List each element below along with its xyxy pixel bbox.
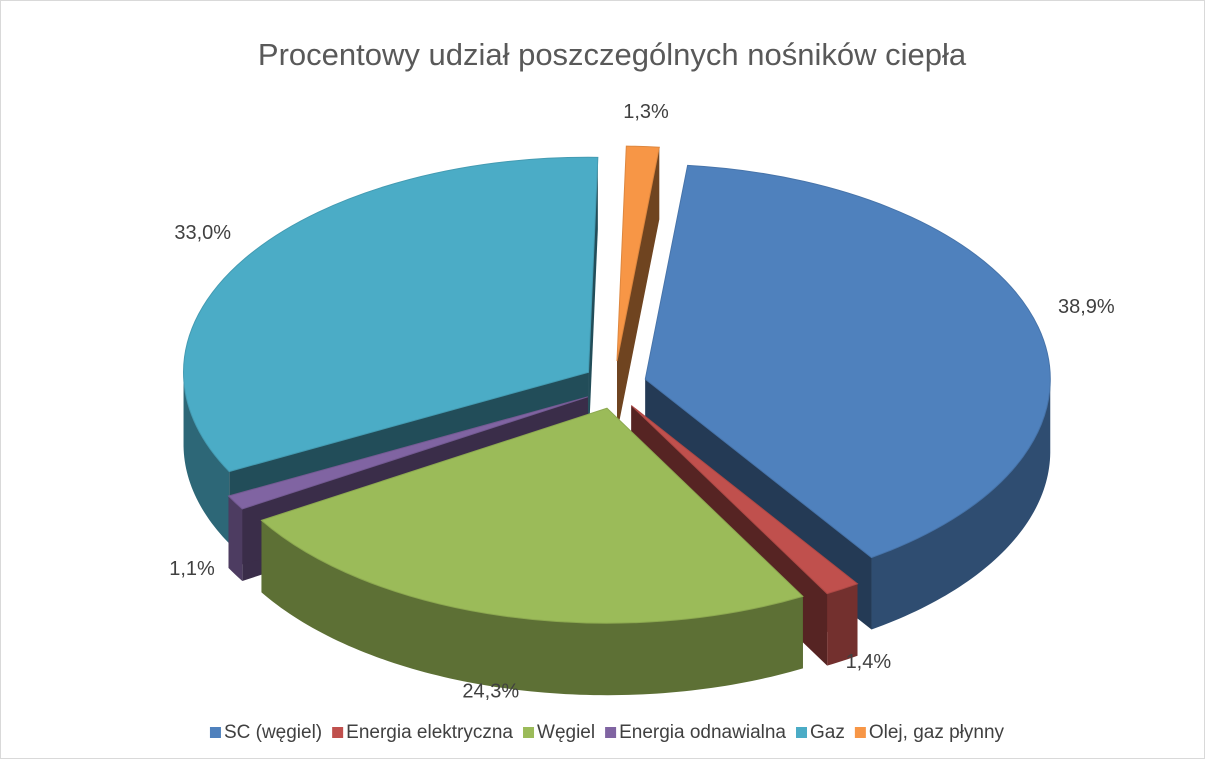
data-label: 1,3% xyxy=(623,101,669,123)
pie-slice xyxy=(616,145,660,434)
legend-swatch xyxy=(854,727,866,738)
slice-top xyxy=(616,145,660,362)
legend-swatch xyxy=(523,727,535,738)
legend-label: SC (węgiel) xyxy=(224,722,322,743)
legend-label: Gaz xyxy=(810,722,845,743)
slice-top xyxy=(183,156,599,473)
data-label: 33,0% xyxy=(174,222,231,244)
slice-top xyxy=(227,396,588,510)
legend-swatch xyxy=(796,727,808,738)
data-label: 1,1% xyxy=(169,558,215,580)
slice-wall xyxy=(228,496,243,581)
data-label: 24,3% xyxy=(462,680,519,702)
slice-top xyxy=(260,407,804,624)
legend-swatch xyxy=(332,727,344,738)
legend-swatch xyxy=(209,727,221,738)
slice-wall xyxy=(261,520,803,696)
slice-side xyxy=(616,147,660,434)
slice-wall xyxy=(183,374,230,544)
legend-swatch xyxy=(605,727,617,738)
slice-wall xyxy=(827,583,858,666)
legend-label: Olej, gaz płynny xyxy=(869,722,1005,743)
slice-side xyxy=(588,157,598,445)
slice-top xyxy=(644,164,1051,559)
data-label: 38,9% xyxy=(1058,296,1115,318)
data-label: 1,4% xyxy=(846,651,892,673)
legend-label: Węgiel xyxy=(537,722,595,743)
legend-label: Energia odnawialna xyxy=(619,722,786,743)
slice-top xyxy=(630,405,859,595)
slice-wall xyxy=(871,380,1051,630)
legend-label: Energia elektryczna xyxy=(346,722,513,743)
pie-slice xyxy=(260,407,804,696)
chart-title: Procentowy udział poszczególnych nośnikó… xyxy=(258,37,967,72)
